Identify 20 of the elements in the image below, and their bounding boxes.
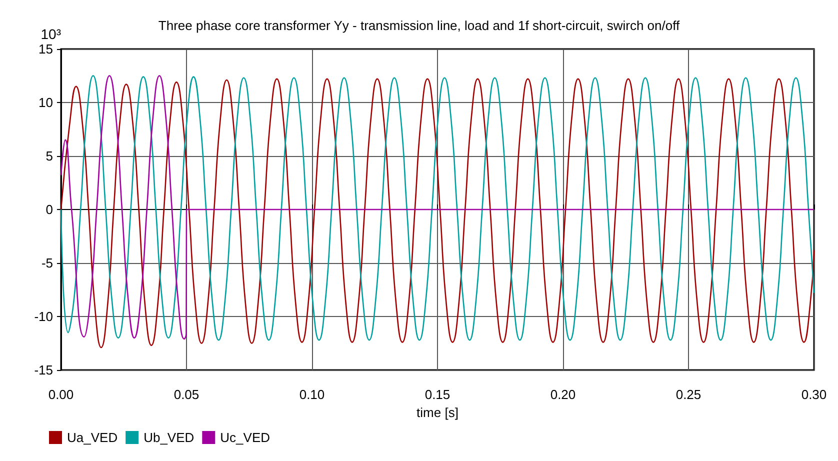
y-axis-title: 10³: [40, 26, 62, 42]
y-tick-label: -15: [34, 362, 53, 378]
x-tick-label: 0.25: [676, 387, 702, 402]
x-tick-label: 0.05: [174, 387, 200, 402]
x-axis-title: time [s]: [416, 404, 458, 420]
y-tick-label: 5: [46, 148, 53, 164]
x-tick-label: 0.00: [48, 387, 74, 402]
x-tick-label: 0.20: [550, 387, 576, 402]
x-tick-label: 0.15: [424, 387, 450, 402]
y-tick-label: 0: [46, 202, 53, 217]
legend-label: Ub_VED: [144, 430, 194, 445]
legend-label: Uc_VED: [220, 430, 270, 445]
chart-title: Three phase core transformer Yy - transmission line, load and 1f short-circuit, swirch on/off: [158, 18, 680, 33]
x-tick-label: 0.30: [801, 387, 827, 402]
y-tick-label: -10: [34, 309, 53, 324]
y-tick-label: 15: [38, 42, 53, 56]
legend-label: Ua_VED: [67, 430, 118, 445]
x-tick-label: 0.10: [299, 387, 325, 402]
y-tick-label: 10: [38, 95, 53, 110]
y-tick-label: -5: [41, 256, 53, 270]
